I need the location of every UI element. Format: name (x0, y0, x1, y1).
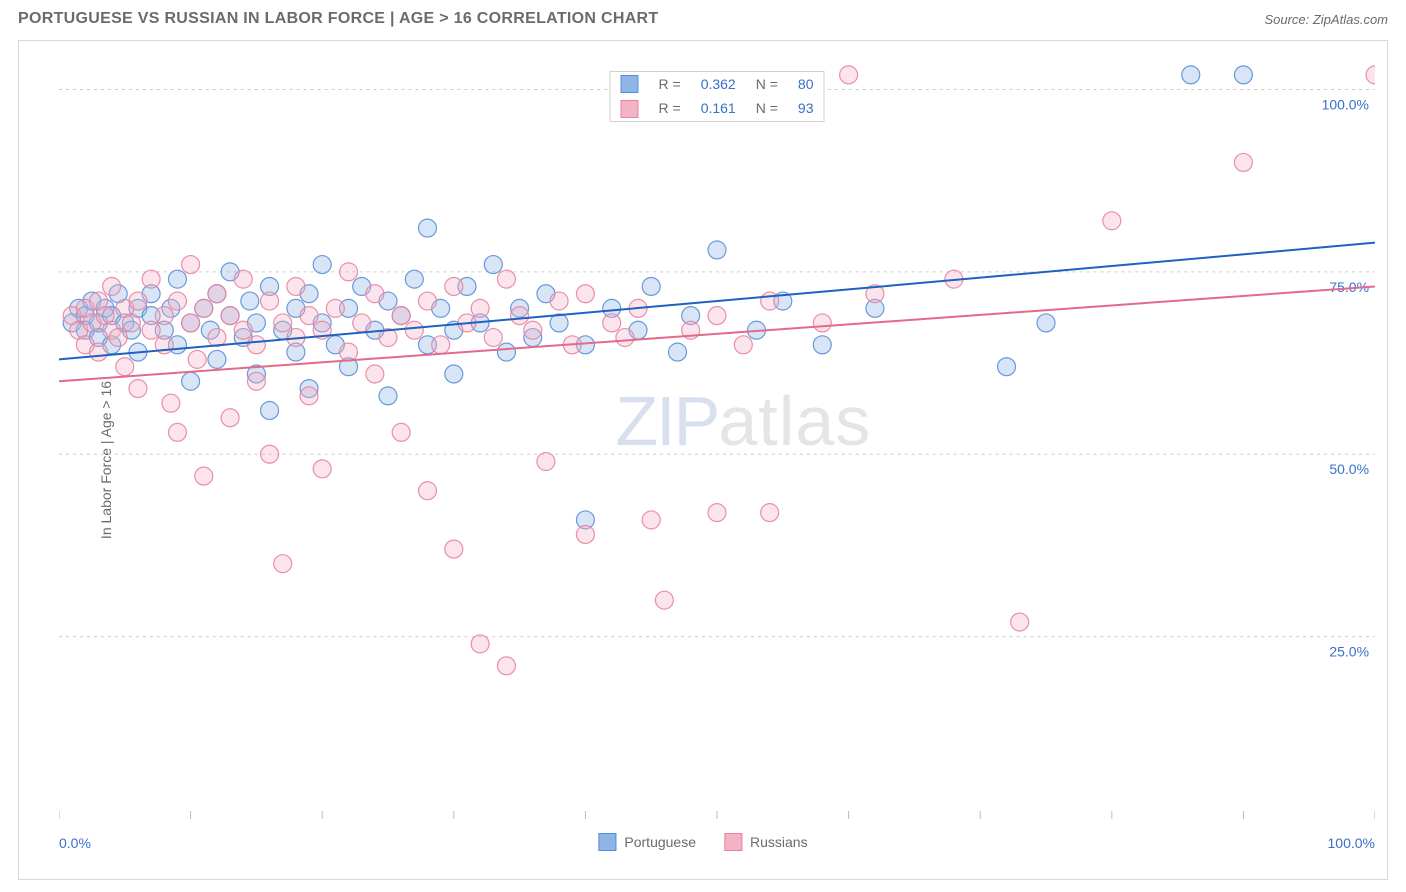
svg-text:25.0%: 25.0% (1329, 644, 1369, 660)
x-axis-max-label: 100.0% (1328, 835, 1375, 851)
legend-row-russians: R = 0.161 N = 93 (611, 96, 824, 120)
swatch-portuguese-bottom (598, 833, 616, 851)
plot-area: 25.0%50.0%75.0%100.0% ZIPatlas R = 0.362… (59, 53, 1375, 819)
svg-text:50.0%: 50.0% (1329, 461, 1369, 477)
swatch-russians-bottom (724, 833, 742, 851)
legend-r-label-0: R = (649, 72, 691, 96)
legend-item-portuguese: Portuguese (598, 833, 696, 851)
scatter-plot-svg: 25.0%50.0%75.0%100.0% (59, 53, 1375, 819)
legend-r-label-1: R = (649, 96, 691, 120)
x-axis-min-label: 0.0% (59, 835, 91, 851)
legend-r-value-0: 0.362 (691, 72, 746, 96)
legend-item-russians: Russians (724, 833, 808, 851)
legend-correlation: R = 0.362 N = 80 R = 0.161 N = 93 (610, 71, 825, 122)
legend-r-value-1: 0.161 (691, 96, 746, 120)
legend-n-value-1: 93 (788, 96, 824, 120)
legend-label-portuguese: Portuguese (624, 834, 696, 850)
legend-label-russians: Russians (750, 834, 808, 850)
swatch-portuguese (621, 75, 639, 93)
source-label: Source: ZipAtlas.com (1264, 12, 1388, 27)
chart-title: PORTUGUESE VS RUSSIAN IN LABOR FORCE | A… (18, 10, 658, 28)
chart-container: In Labor Force | Age > 16 25.0%50.0%75.0… (18, 40, 1388, 880)
legend-n-value-0: 80 (788, 72, 824, 96)
legend-n-label-1: N = (746, 96, 788, 120)
legend-row-portuguese: R = 0.362 N = 80 (611, 72, 824, 96)
legend-series: Portuguese Russians (598, 833, 807, 851)
legend-n-label-0: N = (746, 72, 788, 96)
svg-text:100.0%: 100.0% (1322, 96, 1369, 112)
swatch-russians (621, 100, 639, 118)
